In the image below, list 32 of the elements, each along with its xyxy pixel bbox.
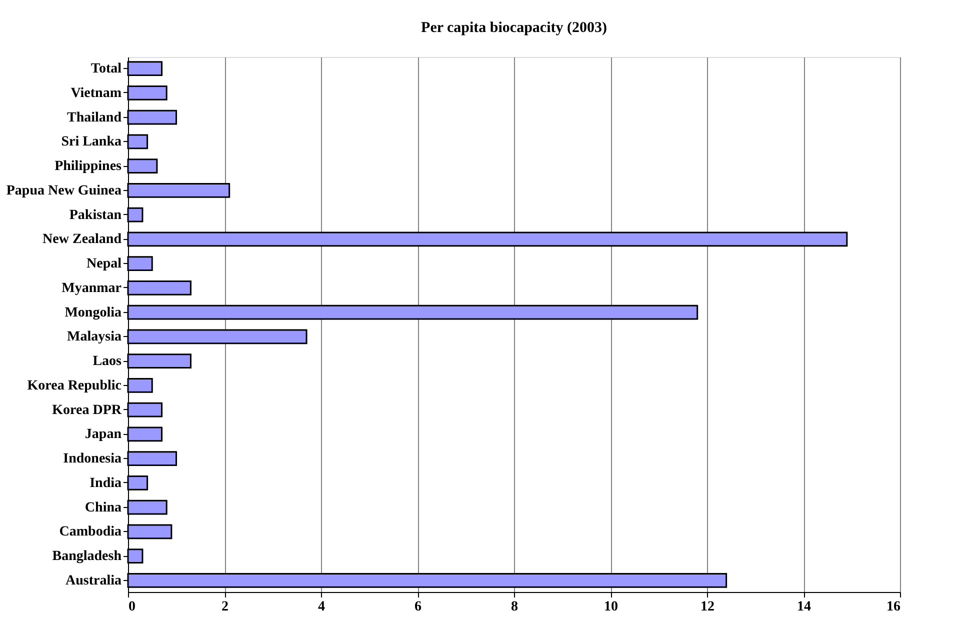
y-tick-label: Sri Lanka	[61, 134, 122, 150]
y-tick-label: Total	[90, 62, 122, 77]
y-tick-label: Mongolia	[64, 305, 122, 320]
x-tick-label: 12	[700, 600, 714, 614]
x-tick-label: 16	[886, 600, 900, 614]
chart-title: Per capita biocapacity (2003)	[421, 20, 607, 36]
y-tick-label: Bangladesh	[52, 549, 122, 564]
y-tick-label: Vietnam	[70, 86, 122, 101]
x-tick-label: 4	[318, 600, 325, 614]
y-tick-label: China	[84, 500, 122, 516]
y-tick-label: Myanmar	[62, 280, 122, 296]
y-tick-label: Korea DPR	[52, 402, 122, 418]
y-tick-label: Philippines	[54, 159, 122, 174]
y-tick-label: Japan	[84, 427, 122, 442]
x-tick-label: 10	[604, 600, 618, 614]
y-tick-label: Cambodia	[59, 524, 122, 540]
y-tick-label: New Zealand	[42, 232, 122, 248]
x-tick-label: 6	[414, 600, 422, 614]
y-tick-label: Indonesia	[63, 452, 122, 467]
y-tick-label: India	[90, 476, 122, 491]
x-tick-label: 14	[797, 600, 811, 614]
x-tick-label: 8	[511, 600, 518, 614]
y-tick-label: Korea Republic	[27, 378, 122, 394]
y-tick-label: Thailand	[67, 110, 122, 126]
x-tick-label: 2	[222, 600, 228, 614]
y-tick-label: Pakistan	[69, 208, 122, 223]
y-tick-label: Malaysia	[67, 330, 122, 345]
x-tick-label: 0	[128, 600, 136, 614]
y-tick-label: Nepal	[86, 256, 122, 272]
y-tick-label: Laos	[92, 354, 122, 370]
y-tick-label: Papua New Guinea	[6, 183, 122, 198]
y-tick-label: Australia	[66, 573, 122, 588]
